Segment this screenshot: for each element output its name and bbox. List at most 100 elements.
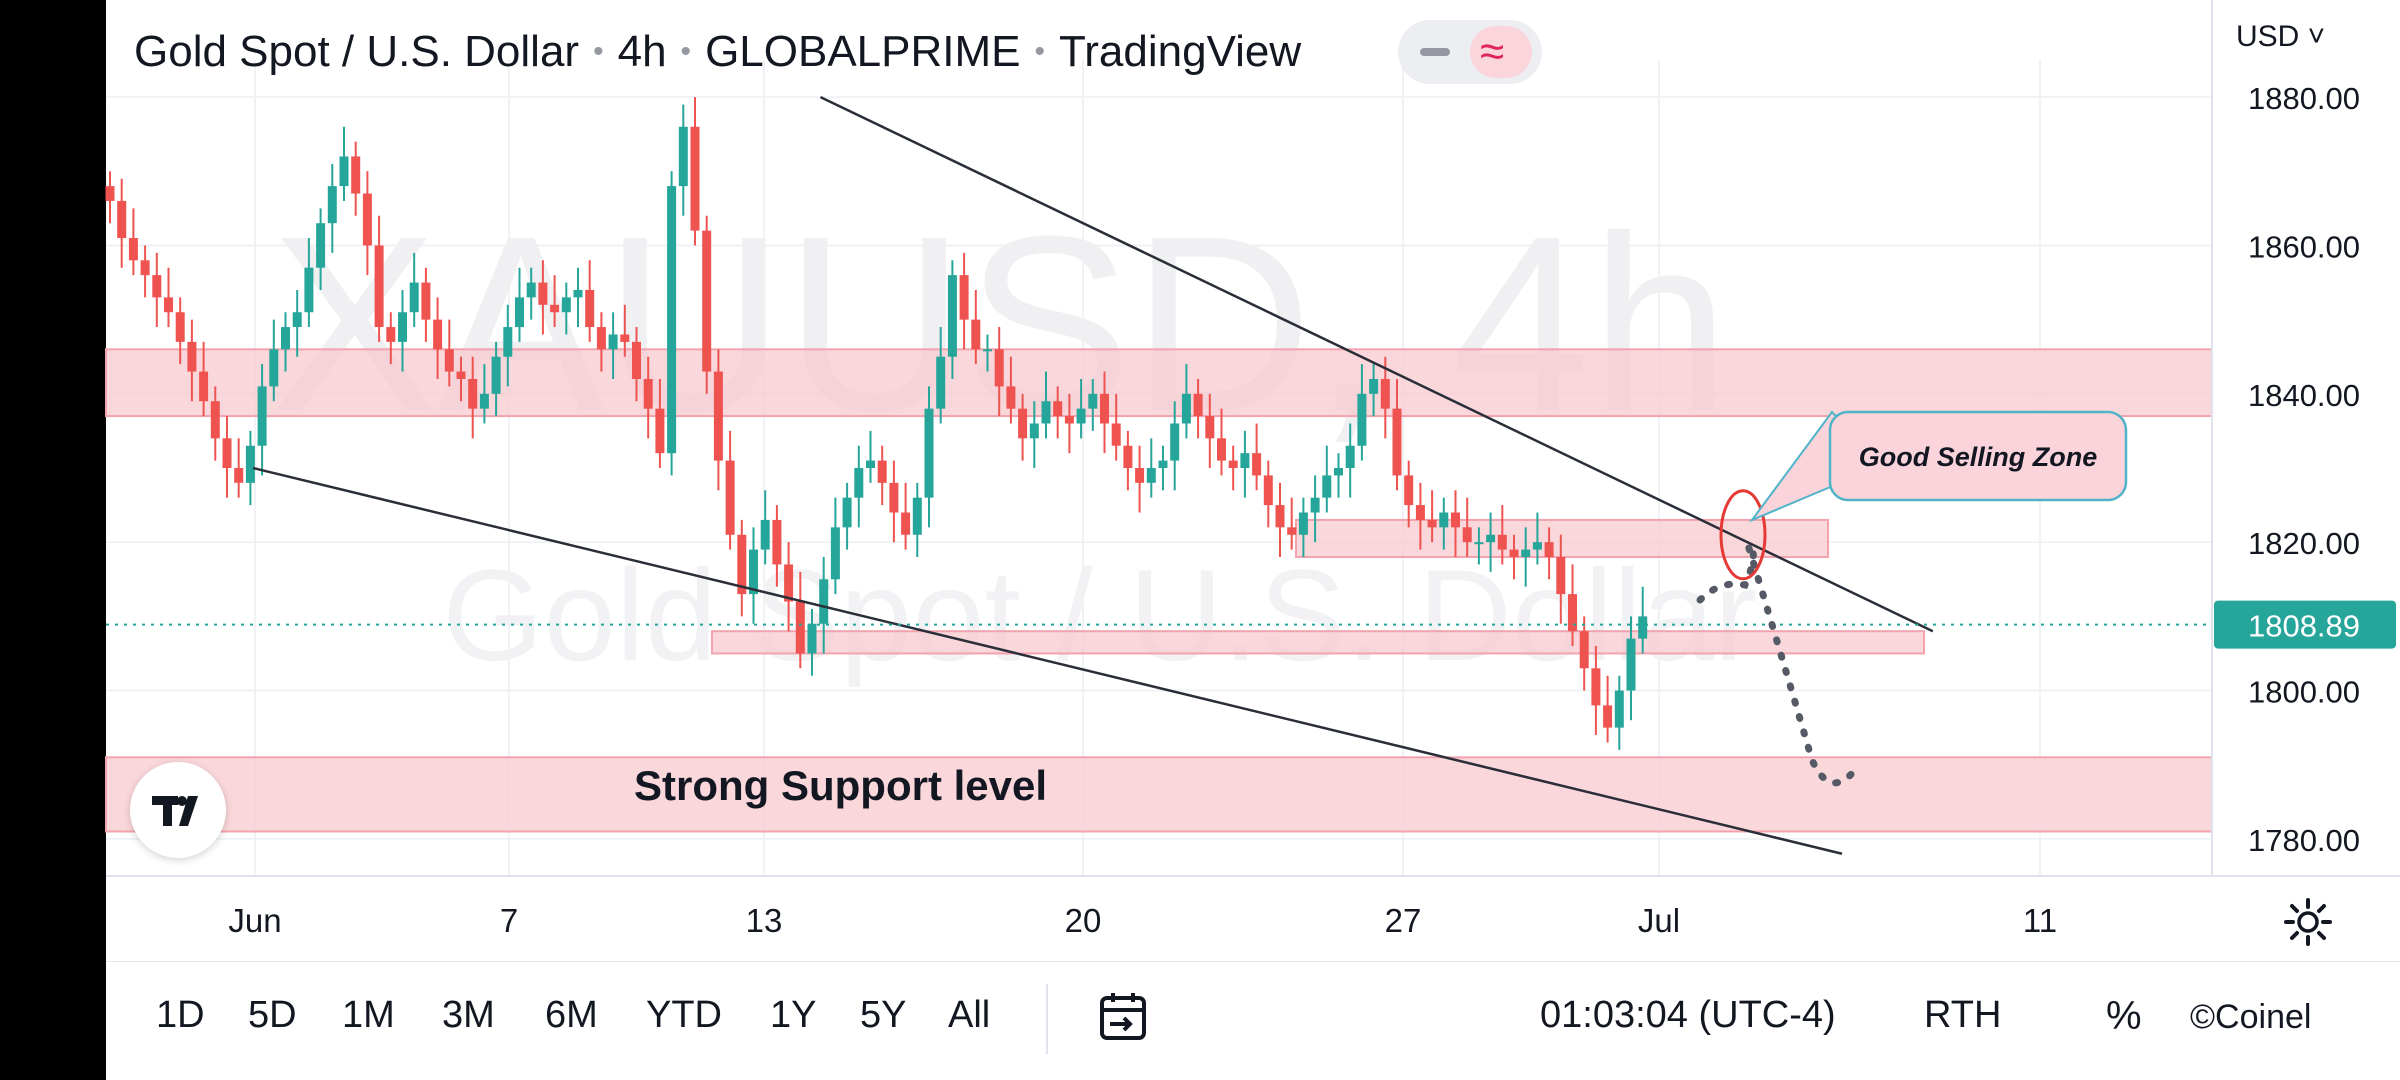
range-all[interactable]: All bbox=[948, 994, 991, 1036]
candle-body bbox=[596, 327, 606, 350]
percent-toggle[interactable]: % bbox=[2106, 994, 2142, 1038]
candle-body bbox=[386, 327, 396, 342]
calendar-goto-icon[interactable] bbox=[1096, 990, 1152, 1051]
candle-body bbox=[515, 297, 524, 328]
candle-body bbox=[175, 312, 185, 342]
callout-box bbox=[1828, 410, 2128, 502]
clock-timezone[interactable]: 01:03:04 (UTC-4) bbox=[1540, 994, 1836, 1036]
candle-body bbox=[444, 349, 454, 372]
candle-body bbox=[1310, 497, 1320, 513]
range-1y[interactable]: 1Y bbox=[770, 994, 817, 1036]
candle-body bbox=[912, 497, 922, 535]
candle-body bbox=[877, 460, 887, 483]
candle-body bbox=[1626, 638, 1636, 691]
candle-body bbox=[1380, 378, 1390, 409]
candle-body bbox=[1334, 468, 1343, 476]
candle-body bbox=[1556, 557, 1566, 595]
trendlines bbox=[106, 95, 2212, 855]
candle-body bbox=[1170, 423, 1180, 461]
time-tick: 20 bbox=[1065, 902, 1102, 939]
time-tick: 11 bbox=[2023, 902, 2057, 939]
candle-body bbox=[1123, 445, 1133, 468]
candle-body bbox=[1228, 460, 1238, 468]
candle-body bbox=[1369, 378, 1379, 394]
range-1m[interactable]: 1M bbox=[342, 994, 395, 1036]
candle-body bbox=[1451, 512, 1460, 528]
candle-body bbox=[678, 126, 688, 187]
trendline bbox=[252, 466, 1843, 855]
tradingview-logo[interactable] bbox=[130, 762, 226, 858]
range-3m[interactable]: 3M bbox=[442, 994, 495, 1036]
candle-body bbox=[1509, 549, 1519, 558]
candle-body bbox=[1018, 408, 1028, 439]
candle-body bbox=[936, 356, 946, 409]
time-axis: Jun 7 13 20 27 Jul 11 bbox=[106, 875, 2400, 962]
candle-body bbox=[187, 341, 197, 372]
candle-body bbox=[526, 282, 536, 298]
price-tick: 1840.00 bbox=[2248, 378, 2360, 413]
candle-body bbox=[1462, 527, 1472, 543]
indicator-toggle[interactable]: ≈ bbox=[1398, 20, 1542, 84]
wave-icon: ≈ bbox=[1480, 27, 1505, 76]
price-axis: 1880.00 1860.00 1840.00 1820.00 1800.00 1780.… bbox=[2211, 0, 2400, 876]
candle-body bbox=[1100, 393, 1109, 424]
candle-body bbox=[1205, 416, 1215, 439]
candle-body bbox=[550, 304, 560, 313]
time-tick: 7 bbox=[500, 902, 518, 939]
grid-lines bbox=[106, 60, 2212, 876]
candle-body bbox=[1415, 505, 1425, 520]
price-chart[interactable]: XAUUSD, 4h Gold Spot / U.S. Dollar Good … bbox=[0, 0, 2400, 962]
price-tick: 1860.00 bbox=[2248, 229, 2360, 264]
candle-body bbox=[1193, 393, 1203, 417]
candle-body bbox=[983, 349, 992, 352]
candle-body bbox=[292, 312, 302, 328]
candles bbox=[105, 97, 1648, 750]
range-1d[interactable]: 1D bbox=[156, 994, 205, 1036]
candle-body bbox=[433, 319, 443, 350]
candle-body bbox=[117, 200, 127, 239]
candle-body bbox=[702, 230, 712, 372]
candle-body bbox=[620, 334, 630, 342]
candle-body bbox=[1298, 512, 1308, 535]
selling-zone-ellipse bbox=[1719, 489, 1767, 581]
candle-body bbox=[1240, 453, 1250, 468]
candle-body bbox=[140, 260, 150, 276]
candle-body bbox=[725, 460, 735, 535]
candle-body bbox=[643, 378, 653, 409]
candle-body bbox=[281, 327, 290, 350]
candle-body bbox=[1322, 475, 1332, 498]
candle-body bbox=[1532, 542, 1542, 550]
candle-body bbox=[1053, 401, 1063, 417]
candle-body bbox=[398, 312, 407, 342]
platform-label: TradingView bbox=[1059, 27, 1302, 76]
candle-body bbox=[374, 245, 384, 328]
candle-body bbox=[866, 460, 875, 468]
candle-body bbox=[327, 186, 337, 224]
candle-body bbox=[1497, 534, 1507, 550]
candle-body bbox=[1275, 505, 1285, 528]
rth-toggle[interactable]: RTH bbox=[1924, 994, 2002, 1036]
candle-body bbox=[1357, 393, 1367, 446]
candle-body bbox=[924, 408, 934, 498]
separator-dot: • bbox=[1034, 35, 1046, 68]
candle-body bbox=[713, 371, 723, 461]
currency-selector[interactable]: USD ˅ bbox=[2236, 20, 2326, 53]
range-ytd[interactable]: YTD bbox=[646, 994, 722, 1036]
watermark-ticker: XAUUSD, 4h bbox=[271, 184, 1730, 463]
candle-body bbox=[1603, 705, 1613, 728]
range-5y[interactable]: 5Y bbox=[860, 994, 907, 1036]
chart-title[interactable]: Gold Spot / U.S. Dollar • 4h • GLOBALPRI… bbox=[134, 22, 1301, 82]
candle-body bbox=[737, 534, 747, 595]
candle-body bbox=[1427, 519, 1437, 528]
candle-body bbox=[409, 282, 419, 313]
settings-gear-icon[interactable] bbox=[2282, 896, 2334, 953]
candle-body bbox=[257, 386, 267, 446]
time-tick: Jul bbox=[1638, 902, 1680, 939]
range-5d[interactable]: 5D bbox=[248, 994, 297, 1036]
device-edge bbox=[0, 0, 106, 1080]
candle-body bbox=[1029, 423, 1039, 439]
candle-body bbox=[503, 327, 513, 357]
candle-body bbox=[561, 297, 571, 313]
range-6m[interactable]: 6M bbox=[545, 994, 598, 1036]
candle-body bbox=[1474, 542, 1484, 545]
